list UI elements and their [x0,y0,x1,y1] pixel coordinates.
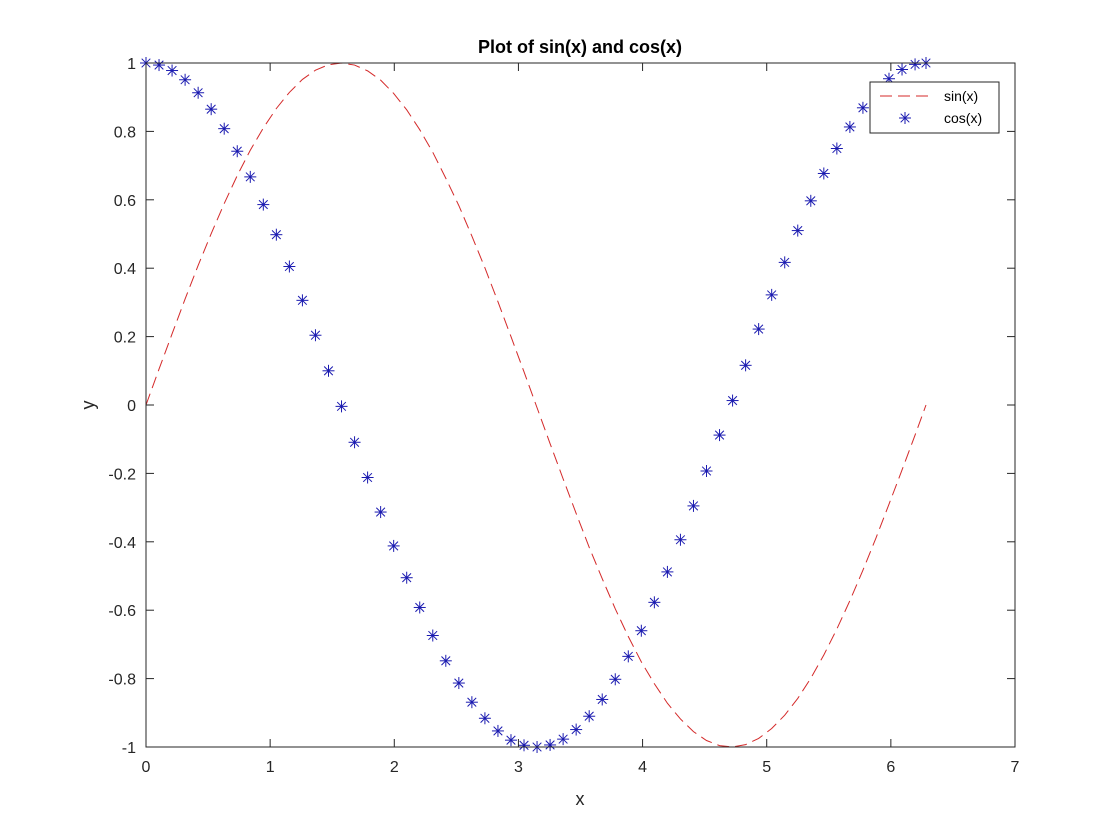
cos-data-point [491,724,504,737]
cos-data-point [244,170,257,183]
y-tick-label: 0.8 [114,124,136,141]
cos-data-point [231,145,244,158]
legend-cos-label: cos(x) [944,110,982,126]
cos-data-point [544,738,557,751]
series-layer [140,57,932,753]
cos-data-point [856,101,869,114]
legend-cos-swatch-icon [899,112,911,124]
legend-sin-label: sin(x) [944,88,978,104]
ticks-layer: 0 1 2 3 4 5 6 7 -1 -0.8 -0.6 -0.4 -0.2 0 0.2 0.4 0.6 0.8 1 [108,56,1019,776]
cos-data-point [322,364,335,377]
cos-data-point [374,506,387,519]
cos-data-point [218,122,231,135]
cos-data-point [817,167,830,180]
cos-data-point [179,73,192,86]
cos-data-point [426,629,439,642]
cos-data-point [309,329,322,342]
cos-data-point [205,103,218,116]
cos-data-point [361,471,374,484]
cos-data-point [387,539,400,552]
cos-data-point [583,710,596,723]
plot-area [146,63,1015,747]
cos-data-point [609,673,622,686]
x-tick-label: 1 [266,759,275,776]
sin-series-line [145,62,927,748]
x-tick-label: 2 [390,759,399,776]
cos-data-point [726,394,739,407]
cos-data-point [465,696,478,709]
cos-data-point [909,58,922,71]
y-tick-label: -0.4 [108,535,136,552]
cos-data-point [739,359,752,372]
cos-data-point [778,256,791,269]
x-tick-label: 7 [1011,759,1020,776]
cos-data-point [348,436,361,449]
cos-data-point [843,120,856,133]
cos-data-point [570,723,583,736]
y-tick-label: 0 [127,398,136,415]
x-axis-title: x [576,789,585,809]
x-tick-label: 6 [886,759,895,776]
cos-data-point [752,323,765,336]
cos-data-point [504,734,517,747]
x-tick-label: 4 [638,759,647,776]
y-axis-title: y [78,401,98,410]
cos-data-point [804,194,817,207]
cos-data-point [283,260,296,273]
cos-data-point [257,198,270,211]
y-tick-label: -0.8 [108,672,136,689]
cos-data-point [622,650,635,663]
cos-data-point [400,571,413,584]
legend-box [869,81,1000,134]
cos-data-point [153,59,166,72]
legend: sin(x) cos(x) [869,81,1000,134]
y-tick-label: 0.2 [114,330,136,347]
cos-data-point [687,499,700,512]
cos-data-point [596,693,609,706]
y-tick-label: -0.2 [108,466,136,483]
x-tick-label: 3 [514,759,523,776]
x-tick-label: 5 [762,759,771,776]
cos-data-point [830,142,843,155]
legend-cos-asterisk [899,112,911,124]
y-tick-label: -1 [122,740,136,757]
cos-data-point [700,465,713,478]
cos-data-point [166,64,179,77]
y-tick-label: -0.6 [108,603,136,620]
cos-data-point [452,677,465,690]
y-tick-label: 0.4 [114,261,136,278]
cos-data-point [478,712,491,725]
cos-data-point [765,288,778,301]
cos-data-point [674,533,687,546]
cos-data-point [335,400,348,413]
cos-data-point [713,429,726,442]
cos-data-point [661,565,674,578]
cos-data-point [648,596,661,609]
cos-data-point [896,63,909,76]
cos-data-point [413,601,426,614]
cos-data-point [439,654,452,667]
cos-data-point [296,294,309,307]
x-tick-label: 0 [142,759,151,776]
cos-data-point [518,739,531,752]
chart-title: Plot of sin(x) and cos(x) [478,37,682,57]
cos-data-point [557,733,570,746]
cos-data-point [192,86,205,99]
cos-data-point [791,224,804,237]
cos-data-point [270,228,283,241]
cos-data-point [635,624,648,637]
y-tick-label: 1 [127,56,136,73]
y-tick-label: 0.6 [114,193,136,210]
